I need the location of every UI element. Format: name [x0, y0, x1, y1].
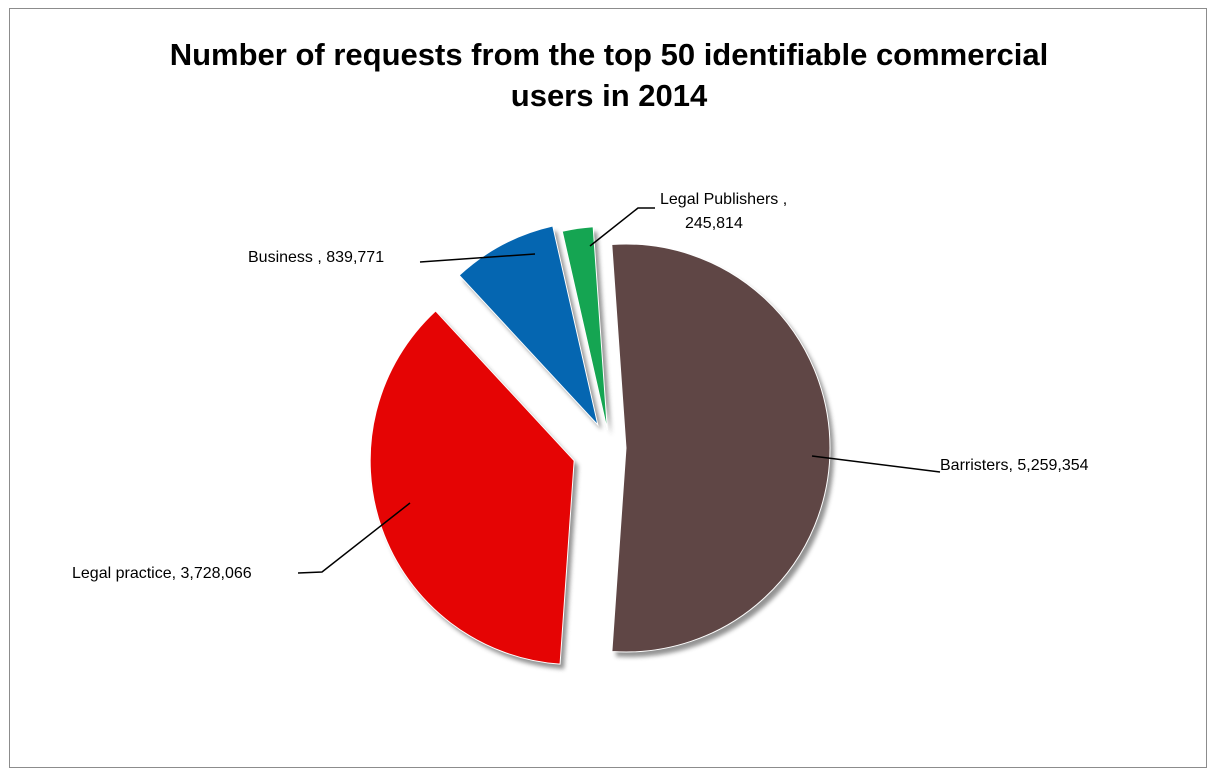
- pie-slice-business: [458, 225, 599, 427]
- pie-slice-legal-practice: [369, 310, 575, 665]
- chart-title: Number of requests from the top 50 ident…: [9, 34, 1209, 116]
- leader-line: [589, 207, 655, 247]
- data-label-legal-publishers: Legal Publishers ,: [660, 191, 787, 208]
- chart-title-line-1: Number of requests from the top 50 ident…: [169, 37, 1049, 72]
- leader-line: [419, 253, 536, 263]
- data-label-legal-practice: Legal practice, 3,728,066: [72, 565, 252, 582]
- data-label-barristers: Barristers, 5,259,354: [940, 457, 1089, 474]
- pie-slice-legal-publishers: [561, 226, 608, 431]
- pie-slice-barristers: [611, 243, 831, 653]
- data-label-business: Business , 839,771: [248, 249, 384, 266]
- leader-line: [811, 455, 941, 473]
- data-label-legal-publishers: 245,814: [685, 215, 743, 232]
- chart-title-line-2: users in 2014: [510, 78, 708, 113]
- leader-line: [297, 502, 411, 574]
